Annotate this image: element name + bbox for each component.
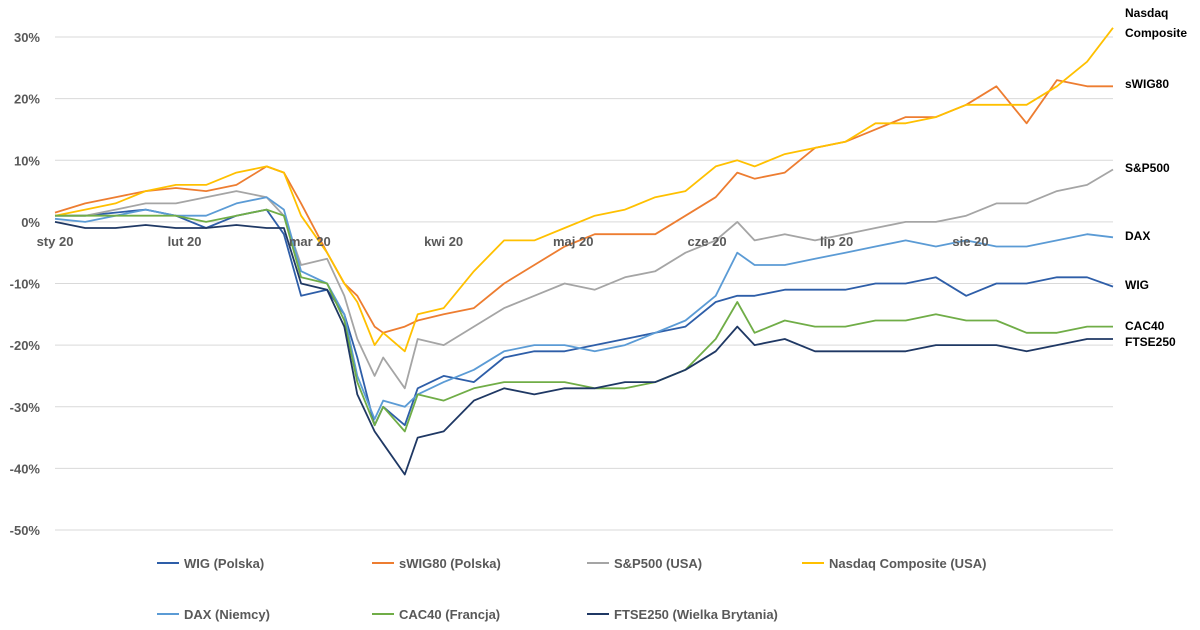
x-axis-ticks: sty 20 lut 20 mar 20 kwi 20 maj 20 cze 20 lip … [37, 234, 989, 249]
legend-label: FTSE250 (Wielka Brytania) [614, 607, 778, 622]
y-axis-ticks: 30% 20% 10% 0% -10% -20% -30% -40% -50% [10, 30, 41, 538]
legend-label: WIG (Polska) [184, 556, 264, 571]
x-tick-label: sie 20 [952, 234, 988, 249]
y-tick-label: -50% [10, 523, 41, 538]
y-tick-label: 30% [14, 30, 40, 45]
x-tick-label: mar 20 [289, 234, 331, 249]
y-tick-label: 0% [21, 215, 40, 230]
series-end-label: Composite [1125, 26, 1187, 40]
series-lines [54, 27, 1114, 476]
legend-label: sWIG80 (Polska) [399, 556, 501, 571]
y-tick-label: -30% [10, 400, 41, 415]
series-end-label: Nasdaq [1125, 6, 1168, 20]
series-line [54, 196, 1114, 421]
series-line [54, 221, 1113, 476]
y-tick-label: 10% [14, 153, 40, 168]
series-line [54, 27, 1114, 353]
legend-label: Nasdaq Composite (USA) [829, 556, 986, 571]
series-end-label: WIG [1125, 278, 1149, 292]
series-end-label: sWIG80 [1125, 77, 1169, 91]
y-tick-label: -10% [10, 277, 41, 292]
gridlines [55, 36, 1113, 531]
series-end-label: S&P500 [1125, 161, 1170, 175]
series-end-label: CAC40 [1125, 319, 1165, 333]
x-tick-label: lut 20 [168, 234, 202, 249]
x-tick-label: kwi 20 [424, 234, 463, 249]
x-tick-label: maj 20 [553, 234, 593, 249]
series-end-label: DAX [1125, 229, 1150, 243]
series-line [55, 168, 1114, 390]
legend: WIG (Polska) sWIG80 (Polska) S&P500 (USA) N… [157, 556, 986, 622]
legend-label: S&P500 (USA) [614, 556, 702, 571]
series-line [54, 79, 1113, 334]
y-tick-label: -20% [10, 338, 41, 353]
x-tick-label: cze 20 [688, 234, 727, 249]
x-tick-label: lip 20 [820, 234, 853, 249]
series-end-labels: WIG sWIG80 S&P500 Nasdaq Composite DAX CAC40 FT… [1125, 6, 1187, 349]
x-tick-label: sty 20 [37, 234, 74, 249]
series-line [55, 208, 1113, 433]
legend-label: DAX (Niemcy) [184, 607, 270, 622]
y-tick-label: -40% [10, 461, 41, 476]
series-end-label: FTSE250 [1125, 335, 1176, 349]
y-tick-label: 20% [14, 92, 40, 107]
legend-label: CAC40 (Francja) [399, 607, 500, 622]
